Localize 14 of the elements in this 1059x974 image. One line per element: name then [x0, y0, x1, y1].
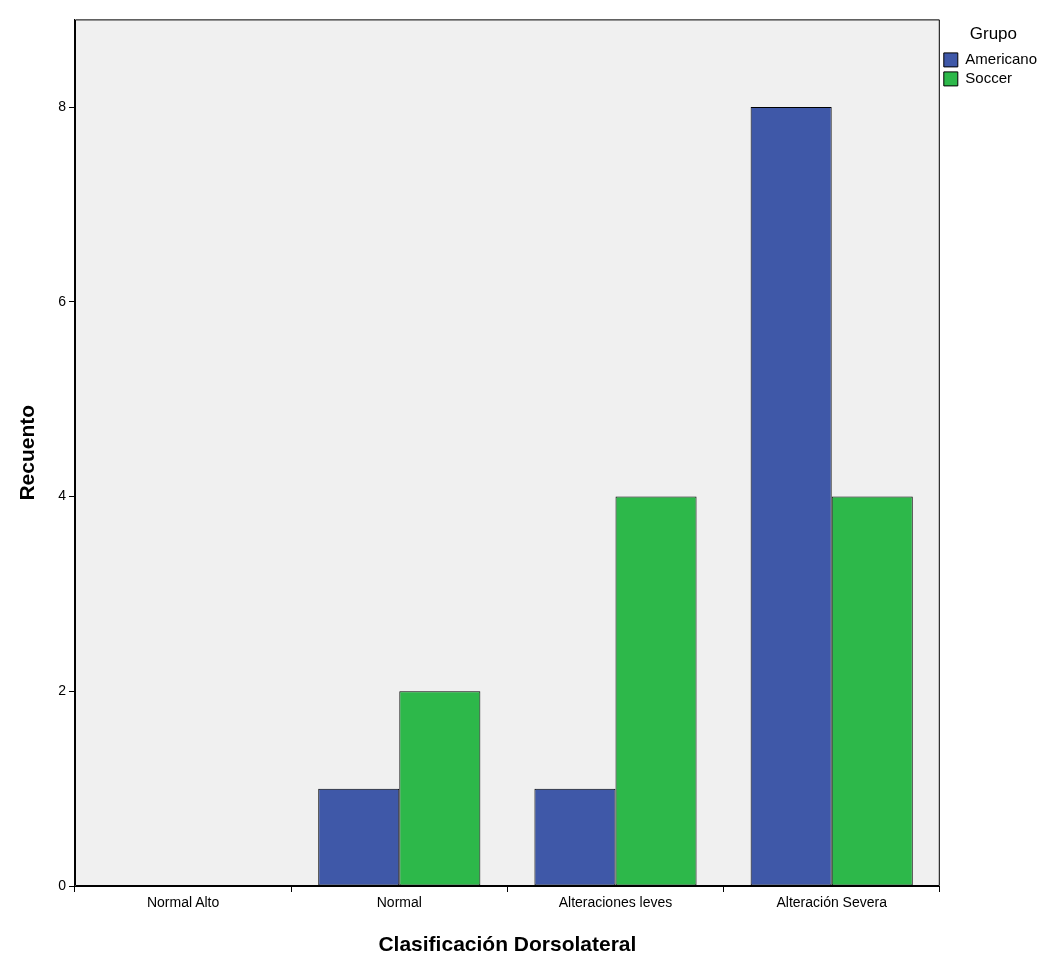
legend-label: Soccer [965, 69, 1012, 87]
y-tick-label: 4 [58, 487, 67, 504]
x-axis-title: Clasificación Dorsolateral [378, 932, 637, 956]
x-tick-label: Normal Alto [146, 894, 220, 911]
y-tick-label: 6 [58, 292, 67, 309]
legend-title: Grupo [969, 24, 1018, 44]
y-axis-title: Recuento [15, 404, 39, 501]
y-tick-label: 8 [58, 97, 67, 114]
y-tick-label: 2 [58, 682, 67, 699]
legend-label: Americano [965, 50, 1038, 68]
x-tick-label: Alteración Severa [776, 894, 888, 911]
x-tick-label: Alteraciones leves [558, 894, 673, 911]
y-tick-label: 0 [58, 876, 67, 893]
x-tick-label: Normal [376, 894, 422, 911]
